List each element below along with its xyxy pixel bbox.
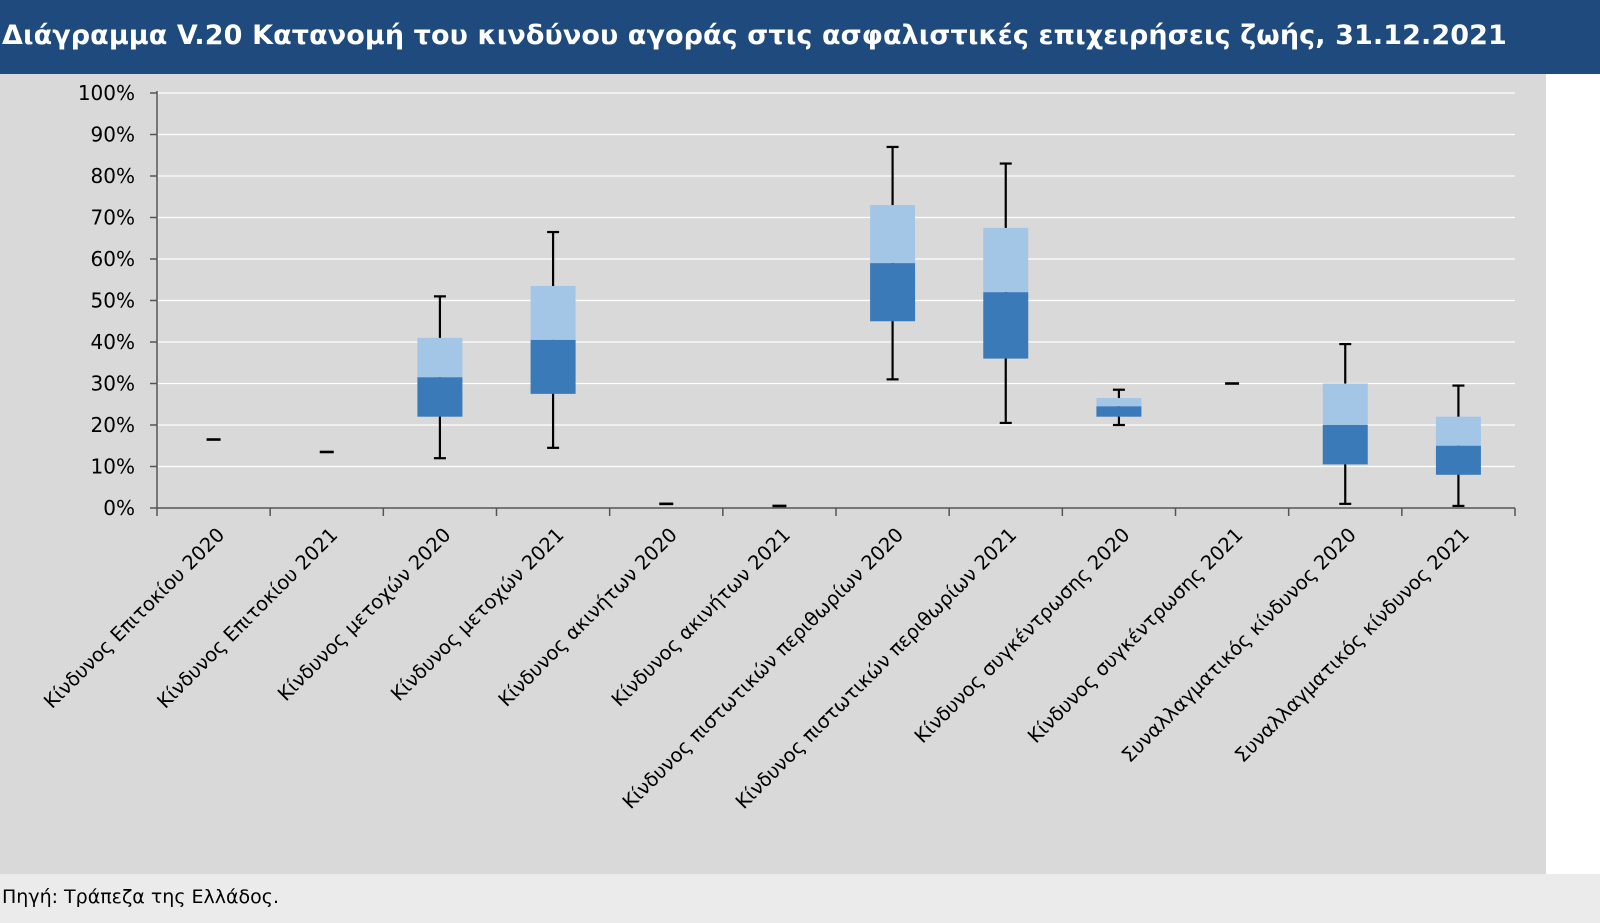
x-tick-label: Συναλλαγματικός κίνδυνος 2020: [1117, 523, 1361, 767]
x-tick-label: Συναλλαγματικός κίνδυνος 2021: [1230, 523, 1474, 767]
x-tick-label: Κίνδυνος Επιτοκίου 2020: [39, 523, 229, 713]
chart-title: Διάγραμμα V.20 Κατανομή του κινδύνου αγο…: [2, 20, 1507, 51]
source-note: Πηγή: Τράπεζα της Ελλάδος.: [2, 886, 279, 908]
box-upper: [417, 337, 463, 378]
y-tick-label: 20%: [91, 413, 135, 437]
y-tick-label: 60%: [91, 247, 135, 271]
y-tick-label: 80%: [91, 164, 135, 188]
box-upper: [1435, 416, 1481, 446]
footer: Πηγή: Τράπεζα της Ελλάδος.: [0, 874, 1600, 923]
box-lower: [417, 377, 463, 417]
x-tick-label: Κίνδυνος συγκέντρωσης 2021: [1023, 523, 1248, 748]
y-tick-label: 10%: [91, 455, 135, 479]
y-tick-label: 100%: [78, 81, 135, 105]
y-tick-label: 40%: [91, 330, 135, 354]
chart-area: 0% 10% 20% 30% 40% 50% 60% 70% 80% 90% 100% Κίνδυνο…: [0, 74, 1546, 874]
y-tick-label: 0%: [103, 496, 135, 520]
box-upper: [1322, 383, 1368, 425]
y-tick-label: 50%: [91, 289, 135, 313]
box-upper: [530, 285, 576, 340]
box-upper: [983, 227, 1029, 293]
box-upper: [870, 205, 916, 264]
box-lower: [1322, 425, 1368, 465]
box-plot-chart: 0% 10% 20% 30% 40% 50% 60% 70% 80% 90% 100% Κίνδυνο…: [39, 81, 1516, 814]
box-lower: [870, 263, 916, 322]
y-tick-label: 30%: [91, 372, 135, 396]
box-lower: [1096, 406, 1142, 417]
box-lower: [1435, 445, 1481, 475]
x-tick-label: Κίνδυνος ακινήτων 2020: [494, 523, 682, 711]
title-bar: Διάγραμμα V.20 Κατανομή του κινδύνου αγο…: [0, 0, 1600, 74]
x-tick-label: Κίνδυνος συγκέντρωσης 2020: [910, 523, 1135, 748]
y-tick-label: 70%: [91, 206, 135, 230]
x-tick-label: Κίνδυνος ακινήτων 2021: [607, 523, 795, 711]
x-tick-label: Κίνδυνος Επιτοκίου 2021: [152, 523, 342, 713]
box-lower: [530, 339, 576, 394]
box-lower: [983, 292, 1029, 359]
y-tick-label: 90%: [91, 123, 135, 147]
box-upper: [1096, 398, 1142, 407]
